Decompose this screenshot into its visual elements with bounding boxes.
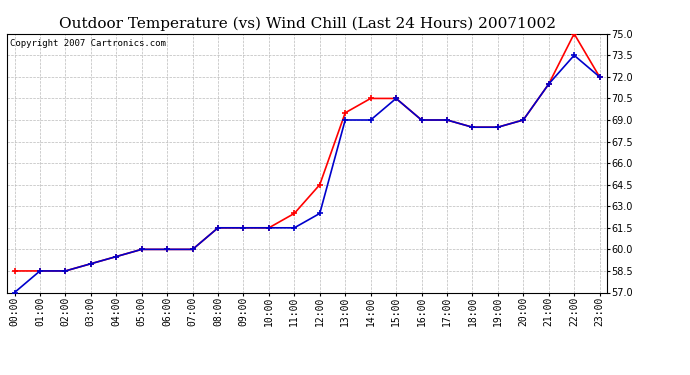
Text: Copyright 2007 Cartronics.com: Copyright 2007 Cartronics.com: [10, 39, 166, 48]
Title: Outdoor Temperature (vs) Wind Chill (Last 24 Hours) 20071002: Outdoor Temperature (vs) Wind Chill (Las…: [59, 17, 555, 31]
